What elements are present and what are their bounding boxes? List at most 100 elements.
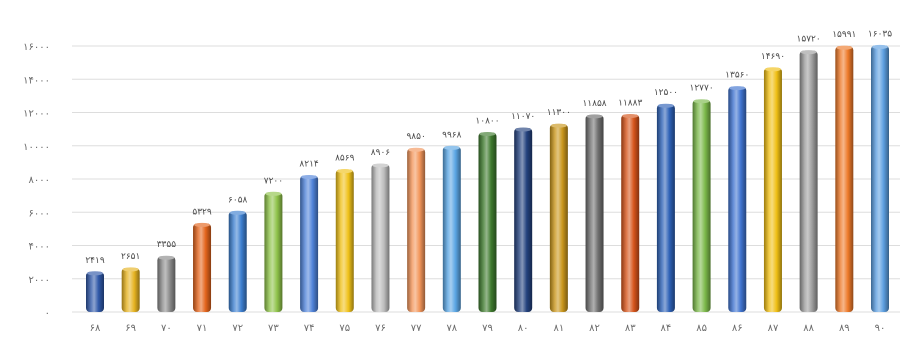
bar-cap	[372, 163, 389, 168]
data-labels: ۲۴۱۹ ۲۶۵۱ ۳۳۵۵ ۵۳۲۹ ۶۰۵۸ ۷۲۰۰ ۸۲۱۴ ۸۵۶۹ ۸۹۰۶ ۹۸۵۰…	[85, 29, 892, 265]
x-tick-label: ۷۰	[161, 323, 172, 334]
bar-cap	[836, 45, 853, 50]
bar	[300, 175, 319, 312]
data-label: ۳۳۵۵	[157, 240, 177, 250]
bar	[157, 256, 176, 312]
data-label: ۱۲۵۰۰	[654, 88, 678, 98]
bar-cap	[336, 169, 353, 174]
bar	[442, 146, 461, 312]
bar-cap	[229, 210, 246, 215]
x-tick-label: ۸۹	[839, 323, 850, 334]
bar	[264, 192, 283, 312]
bar-cap	[800, 50, 817, 55]
x-tick-label: ۸۲	[589, 323, 600, 334]
bar	[656, 104, 675, 312]
bar	[86, 271, 104, 312]
data-label: ۲۴۱۹	[85, 256, 105, 266]
x-tick-label: ۸۱	[553, 323, 564, 334]
x-tick-label: ۷۱	[197, 323, 208, 334]
bar-cap	[408, 147, 425, 152]
y-tick-label: ۲۰۰۰	[29, 275, 50, 286]
data-label: ۲۶۵۱	[121, 252, 140, 262]
bar	[371, 163, 390, 312]
data-label: ۵۳۲۹	[192, 207, 212, 217]
data-label: ۸۵۶۹	[335, 154, 355, 164]
x-tick-label: ۷۹	[482, 323, 493, 334]
x-tick-label: ۶۸	[90, 323, 101, 334]
y-axis-ticks: ۰ ۲۰۰۰ ۴۰۰۰ ۶۰۰۰ ۸۰۰۰ ۱۰۰۰۰ ۱۲۰۰۰ ۱۴۰۰۰ ۱۶۰۰۰	[23, 42, 50, 319]
bar-cap	[265, 191, 282, 196]
bar-cap	[586, 114, 603, 119]
bar	[407, 148, 426, 312]
data-label: ۱۶۰۳۵	[868, 29, 892, 39]
y-tick-label: ۱۴۰۰۰	[23, 75, 50, 86]
bar-cap	[872, 44, 888, 49]
bars	[86, 44, 889, 313]
bar	[228, 211, 247, 312]
x-tick-label: ۷۲	[232, 323, 243, 334]
y-tick-label: ۱۰۰۰۰	[23, 142, 50, 153]
x-tick-label: ۷۶	[375, 323, 386, 334]
x-tick-label: ۸۸	[803, 323, 814, 334]
bar	[871, 45, 889, 313]
x-tick-label: ۷۳	[268, 323, 279, 334]
x-tick-label: ۸۵	[696, 323, 707, 334]
data-label: ۱۴۶۹۰	[761, 52, 785, 62]
data-label: ۶۰۵۸	[228, 195, 248, 205]
data-label: ۱۳۵۶۰	[725, 71, 749, 81]
bar	[728, 86, 747, 312]
y-tick-label: ۶۰۰۰	[29, 208, 50, 219]
bar-cap	[657, 103, 674, 108]
bar	[585, 114, 604, 312]
bar-cap	[693, 99, 710, 104]
data-label: ۹۸۵۰	[406, 132, 425, 142]
y-tick-label: ۴۰۰۰	[29, 242, 50, 253]
x-axis-labels: ۶۸ ۶۹ ۷۰ ۷۱ ۷۲ ۷۳ ۷۴ ۷۵ ۷۶ ۷۷ ۷۸ ۷۹ ۸۰ ۸۱ ۸۲ ۸۳ ۸۴ ۸۵ ۸۶ ۸۷…	[90, 323, 886, 334]
bar	[799, 50, 818, 312]
bar-cap	[122, 267, 139, 272]
bar	[692, 99, 711, 312]
x-tick-label: ۸۶	[732, 323, 743, 334]
data-label: ۹۹۶۸	[442, 130, 462, 140]
data-label: ۱۵۹۹۱	[832, 30, 856, 40]
bar	[621, 114, 640, 312]
bar	[335, 169, 354, 312]
bar-cap	[87, 271, 103, 276]
bar-cap	[622, 113, 639, 118]
bar-cap	[479, 131, 496, 136]
data-label: ۱۱۳۰۰	[547, 108, 571, 118]
x-tick-label: ۷۷	[411, 323, 422, 334]
data-label: ۸۲۱۴	[299, 159, 319, 169]
bar	[121, 267, 140, 312]
data-label: ۱۱۸۸۳	[618, 98, 642, 108]
x-tick-label: ۷۸	[446, 323, 457, 334]
data-label: ۷۲۰۰	[264, 176, 283, 186]
bar-cap	[550, 123, 567, 128]
bar-cap	[515, 127, 532, 132]
bar-cap	[729, 86, 746, 91]
x-tick-label: ۷۵	[339, 323, 350, 334]
data-label: ۸۹۰۶	[371, 148, 391, 158]
bar	[514, 127, 533, 313]
bar	[549, 124, 568, 312]
bar-cap	[158, 255, 175, 260]
data-label: ۱۲۷۷۰	[690, 84, 714, 94]
y-tick-label: ۰	[45, 308, 50, 319]
data-label: ۱۱۸۵۸	[582, 99, 606, 109]
data-label: ۱۱۰۷۰	[511, 112, 535, 122]
y-tick-label: ۱۶۰۰۰	[23, 42, 50, 53]
x-tick-label: ۷۴	[304, 323, 315, 334]
bar	[193, 223, 212, 312]
bar	[478, 132, 497, 312]
bar-cap	[301, 174, 318, 179]
x-tick-label: ۸۰	[518, 323, 529, 334]
data-label: ۱۵۷۲۰	[797, 35, 821, 45]
x-tick-label: ۹۰	[875, 323, 886, 334]
bar	[835, 46, 854, 312]
x-tick-label: ۶۹	[125, 323, 136, 334]
bar-cap	[443, 145, 460, 150]
bar-cap	[764, 67, 781, 72]
x-tick-label: ۸۴	[661, 323, 672, 334]
bar	[763, 67, 782, 312]
